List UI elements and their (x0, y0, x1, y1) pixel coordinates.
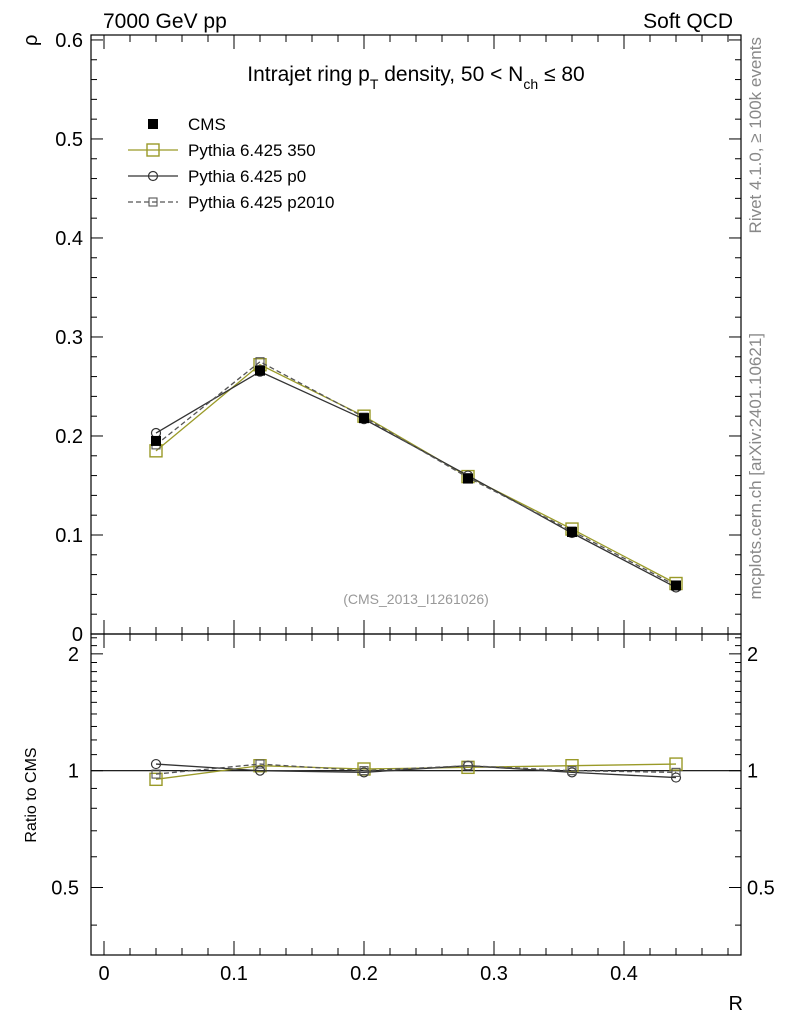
legend-marker (148, 119, 158, 129)
main-y-tick-label: 0.5 (55, 129, 83, 151)
main-cms-data-point (671, 580, 681, 591)
main-mc-series-0 (149, 357, 683, 591)
ratio-data-point (255, 759, 265, 769)
ratio-data-point (151, 769, 161, 779)
main-y-tick-label: 0.2 (55, 426, 83, 448)
rivet-version-text: Rivet 4.1.0, ≥ 100k events (746, 37, 765, 233)
legend-marker (146, 143, 160, 157)
legend-entry: Pythia 6.425 350 (128, 141, 316, 160)
ratio-y-tick-label-right: 1 (747, 761, 758, 783)
main-y-tick-label: 0.3 (55, 327, 83, 349)
ratio-series-0 (149, 757, 683, 787)
ratio-frame (90, 633, 742, 956)
analysis-watermark: (CMS_2013_I1261026) (343, 591, 489, 607)
legend-label: CMS (188, 115, 226, 134)
x-tick-label: 0 (98, 963, 109, 985)
header-right: Soft QCD (643, 10, 733, 33)
ratio-data-point (671, 767, 681, 777)
main-series (149, 357, 683, 593)
main-ticks (91, 35, 741, 635)
main-cms-data-point (567, 527, 577, 538)
ratio-data-point (669, 757, 683, 771)
main-y-label: ρ (20, 35, 42, 46)
main-cms-data-point (463, 473, 473, 484)
main-y-tick-label: 0.4 (55, 228, 83, 250)
title-part-c: ≤ 80 (538, 63, 585, 86)
ratio-y-label: Ratio to CMS (23, 747, 40, 842)
ratio-y-tick-label-right: 0.5 (747, 878, 775, 900)
title-part-b: density, 50 < N (378, 63, 523, 86)
ratio-ticks (91, 634, 741, 955)
ratio-series-line (155, 763, 677, 775)
legend-marker (147, 170, 159, 182)
title-sub-ch: ch (523, 76, 538, 92)
ratio-tick-labels: 0.5 0.5 1 1 2 2 0 0.1 0.2 0.3 0.4 (51, 644, 775, 985)
main-panel: 0 0.1 0.2 0.3 0.4 0.5 0.6 Intrajet ring pT den… (20, 30, 742, 646)
ratio-series-2 (151, 759, 681, 779)
main-y-tick-label: 0.6 (55, 30, 83, 52)
ratio-y-tick-label: 0.5 (51, 878, 79, 900)
x-tick-label: 0.3 (480, 963, 508, 985)
title-part-a: Intrajet ring p (247, 63, 370, 86)
legend-marker (148, 197, 158, 207)
main-cms-data-point (255, 365, 265, 376)
legend: CMS Pythia 6.425 350 Pythia 6.425 p0 Pythia… (128, 115, 335, 212)
legend-label: Pythia 6.425 p0 (188, 167, 306, 186)
ratio-data-point (150, 758, 162, 770)
legend-label: Pythia 6.425 350 (188, 141, 316, 160)
x-tick-label: 0.4 (610, 963, 638, 985)
ratio-y-tick-label-right: 2 (747, 644, 758, 666)
main-tick-labels: 0 0.1 0.2 0.3 0.4 0.5 0.6 (55, 30, 83, 646)
ratio-data-point (565, 758, 579, 773)
ratio-y-tick-label: 2 (68, 644, 79, 666)
ratio-data-point (149, 772, 163, 787)
main-cms-data-point (359, 413, 369, 424)
mcplots-credit-text: mcplots.cern.ch [arXiv:2401.10621] (746, 333, 765, 599)
legend-entry: Pythia 6.425 p0 (128, 167, 306, 186)
legend-entry: Pythia 6.425 p2010 (128, 193, 335, 212)
ratio-data-point (359, 766, 369, 776)
main-mc-series-line (155, 363, 677, 585)
ratio-data-point (670, 772, 682, 783)
title-sub-t: T (370, 76, 379, 92)
main-mc-series-1 (150, 366, 682, 593)
ratio-y-tick-label: 1 (68, 761, 79, 783)
chart-title: Intrajet ring pT density, 50 < Nch ≤ 80 (247, 63, 584, 92)
x-tick-label: 0.1 (220, 963, 248, 985)
main-y-tick-label: 0 (72, 624, 83, 646)
main-mc-series-line (155, 360, 677, 587)
x-tick-label: 0.2 (350, 963, 378, 985)
ratio-series (149, 757, 683, 787)
ratio-panel: 0.5 0.5 1 1 2 2 0 0.1 0.2 0.3 0.4 Ratio to CMS R (23, 633, 775, 1015)
ratio-series-line (155, 763, 677, 779)
main-mc-series-line (155, 370, 677, 589)
header-left: 7000 GeV pp (103, 10, 227, 33)
main-cms-series-0 (151, 365, 681, 591)
ratio-data-point (567, 766, 577, 776)
main-cms-data-point (151, 435, 161, 446)
legend-entry: CMS (148, 115, 226, 134)
ratio-data-point (254, 765, 266, 776)
x-axis-label: R (729, 993, 743, 1015)
main-mc-series-2 (151, 357, 681, 591)
legend-label: Pythia 6.425 p2010 (188, 193, 335, 212)
main-y-tick-label: 0.1 (55, 525, 83, 547)
ratio-data-point (463, 761, 473, 771)
